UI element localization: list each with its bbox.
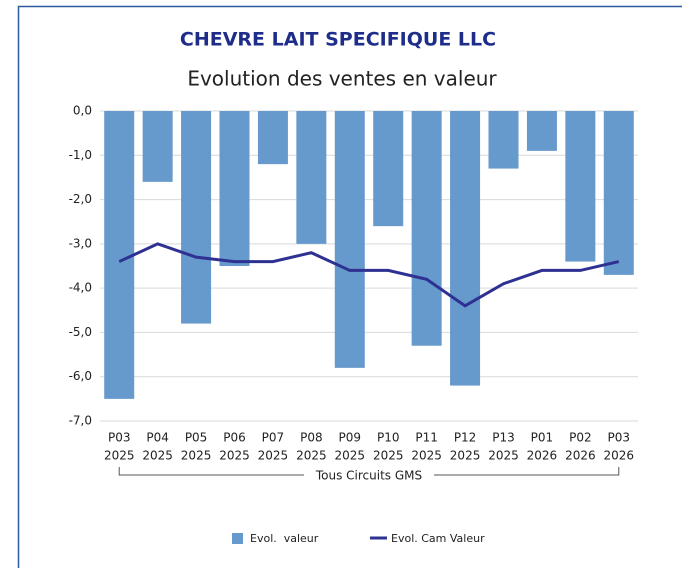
bar (143, 111, 173, 182)
x-tick-label: 2026 (604, 449, 635, 463)
x-tick-label: 2026 (527, 449, 558, 463)
x-tick-label: 2025 (104, 449, 135, 463)
y-tick-label: -7,0 (69, 414, 92, 428)
x-tick-label: 2025 (488, 449, 519, 463)
x-tick-label: P11 (415, 431, 438, 445)
x-tick-label: 2025 (296, 449, 327, 463)
x-tick-label: P06 (223, 431, 246, 445)
legend-label: Evol. Cam Valeur (391, 532, 485, 545)
x-tick-label: 2025 (219, 449, 250, 463)
x-tick-label: 2025 (411, 449, 442, 463)
chart-title: CHEVRE LAIT SPECIFIQUE LLC (180, 29, 496, 51)
x-tick-label: P08 (300, 431, 323, 445)
legend-label: Evol. valeur (250, 532, 319, 545)
x-tick-label: P01 (531, 431, 554, 445)
y-tick-label: -2,0 (69, 192, 92, 206)
chart-subtitle: Evolution des ventes en valeur (187, 67, 497, 91)
x-tick-label: 2025 (450, 449, 481, 463)
bar (258, 111, 288, 164)
x-tick-label: P10 (377, 431, 400, 445)
y-tick-label: 0,0 (73, 104, 92, 118)
x-tick-label: 2025 (181, 449, 212, 463)
y-tick-label: -5,0 (69, 325, 92, 339)
bar (181, 111, 211, 324)
x-tick-label: P13 (492, 431, 515, 445)
y-tick-label: -3,0 (69, 236, 92, 250)
bar (565, 111, 595, 262)
x-tick-label: 2025 (335, 449, 366, 463)
bar (527, 111, 557, 151)
x-tick-label: P04 (146, 431, 169, 445)
x-tick-label: P09 (339, 431, 362, 445)
x-tick-label: 2026 (565, 449, 596, 463)
bar (604, 111, 634, 275)
x-tick-label: P03 (108, 431, 131, 445)
bar (489, 111, 519, 169)
x-tick-label: 2025 (373, 449, 404, 463)
y-tick-label: -6,0 (69, 369, 92, 383)
legend-swatch (232, 533, 243, 544)
bar (335, 111, 365, 368)
bar (104, 111, 134, 399)
bar (220, 111, 250, 266)
bar (296, 111, 326, 244)
x-tick-label: 2025 (142, 449, 173, 463)
y-tick-label: -1,0 (69, 148, 92, 162)
group-label: Tous Circuits GMS (315, 469, 422, 483)
y-tick-label: -4,0 (69, 281, 92, 295)
x-tick-label: P12 (454, 431, 477, 445)
x-tick-label: 2025 (258, 449, 289, 463)
x-tick-label: P02 (569, 431, 592, 445)
x-tick-label: P03 (608, 431, 631, 445)
x-tick-label: P07 (262, 431, 285, 445)
bar (373, 111, 403, 226)
bar (412, 111, 442, 346)
bar (450, 111, 480, 386)
x-tick-label: P05 (185, 431, 208, 445)
